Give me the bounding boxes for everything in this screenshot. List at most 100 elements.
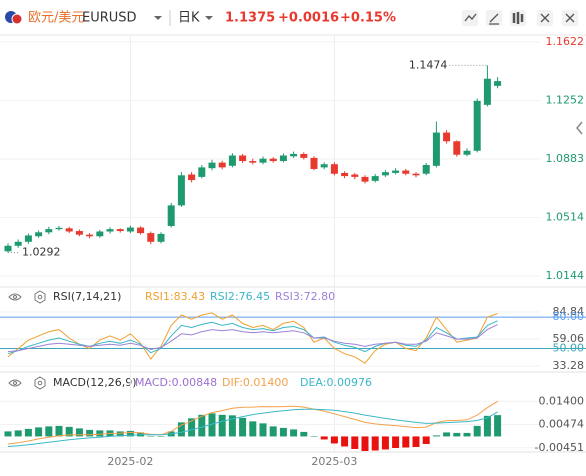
draw-button[interactable] [486, 10, 502, 26]
candle-body [249, 161, 257, 163]
fullscreen-button[interactable] [537, 10, 553, 26]
macd-bar [494, 415, 502, 437]
candle-body [137, 227, 145, 234]
candle-body [239, 155, 247, 162]
candle-body [351, 174, 359, 177]
candle-body [432, 132, 440, 166]
y-tick-label: 33.28 [553, 359, 585, 372]
candle-body [371, 176, 379, 181]
candle-body [443, 132, 451, 142]
macd-bar [443, 432, 451, 437]
header: 欧元/美元 EURUSD 日K 1.1375 +0.0016 +0.15% [5, 10, 578, 26]
y-tick-label: 1.1622 [546, 35, 585, 48]
candle-body [35, 232, 43, 237]
macd-title: MACD(12,26,9) [53, 376, 137, 389]
candle-body [4, 245, 12, 252]
gear-icon[interactable] [34, 376, 46, 390]
macd-bar [228, 415, 236, 437]
flag-us [11, 13, 23, 25]
candle-body [65, 228, 73, 232]
candle-body [167, 205, 175, 226]
macd-bar [75, 428, 83, 437]
high-label: 1.1474 [409, 58, 448, 71]
candle-body [483, 78, 491, 105]
macd-bar [463, 432, 471, 437]
macd-bar [279, 427, 287, 437]
macd-bar [249, 421, 257, 437]
collapse-arrow[interactable] [576, 121, 583, 135]
eye-icon[interactable] [8, 379, 22, 387]
legend-entry: DEA:0.00976 [300, 376, 372, 389]
macd-bar [330, 436, 338, 444]
candle-body [55, 227, 63, 230]
macd-bar [300, 431, 308, 437]
rsi-header: RSI(7,14,21) [8, 290, 121, 304]
macd-bar [412, 436, 420, 447]
macd-bar [483, 415, 491, 437]
macd-bar [218, 414, 226, 437]
pair-name[interactable]: 欧元/美元 [28, 11, 84, 26]
price-change-pct: +0.15% [340, 11, 396, 26]
x-tick-label: 2025-03 [311, 455, 357, 468]
macd-bar [45, 426, 53, 437]
candle-body [402, 170, 410, 174]
rsi-line [7, 312, 498, 364]
candle-body [208, 162, 216, 169]
candle-body [126, 227, 134, 232]
x-tick-label: 2025-02 [107, 455, 153, 468]
candle-body [177, 175, 185, 206]
low-label: 1.0292 [22, 246, 61, 259]
macd-bar [290, 429, 298, 437]
legend-entry: RSI1:83.43 [145, 290, 205, 303]
macd-bar [269, 426, 277, 437]
candle-body [422, 165, 430, 174]
macd-bar [177, 422, 185, 437]
legend-entry: MACD:0.00848 [135, 376, 217, 389]
macd-bar [341, 436, 349, 447]
candle-body [14, 241, 22, 246]
candle-style-button[interactable] [510, 10, 526, 26]
macd-bar [198, 414, 206, 437]
candle-body [279, 155, 287, 162]
candle-body [147, 233, 155, 242]
legend-entry: DIF:0.01400 [222, 376, 288, 389]
dropdown-arrow[interactable] [154, 16, 162, 20]
macd-bar [86, 429, 94, 437]
indicator-button[interactable] [462, 10, 478, 26]
rsi-line [7, 324, 498, 353]
candle-body [341, 172, 349, 177]
macd-bar [371, 436, 379, 451]
eye-icon[interactable] [8, 293, 22, 301]
gear-icon[interactable] [34, 290, 46, 304]
y-tick-label: 0.00474 [539, 418, 585, 431]
macd-bar [422, 436, 430, 444]
level-label: 50.00 [553, 341, 585, 354]
macd-bar [402, 436, 410, 448]
macd-bar [432, 435, 440, 437]
y-tick-label: 1.0883 [546, 152, 585, 165]
macd-bar [157, 436, 165, 437]
macd-header: MACD(12,26,9) [8, 376, 137, 390]
candle-body [198, 167, 206, 177]
y-tick-label: 0.01400 [539, 394, 585, 407]
candle-body [361, 176, 369, 182]
macd-bar [320, 436, 328, 440]
candle-body [453, 141, 461, 155]
settings-button[interactable] [562, 10, 578, 26]
candle-body [24, 235, 32, 242]
macd-bar [14, 430, 22, 437]
period[interactable]: 日K [178, 11, 200, 26]
macd-bar [351, 436, 359, 449]
candle-body [290, 153, 298, 157]
macd-bar [310, 436, 318, 437]
macd-bar [208, 413, 216, 437]
macd-bar [116, 431, 124, 437]
dropdown-arrow[interactable] [205, 16, 213, 20]
y-tick-label: 1.0144 [546, 269, 585, 282]
last-price: 1.1375 [225, 11, 275, 26]
symbol[interactable]: EURUSD [82, 11, 137, 26]
y-tick-label: 59.06 [553, 332, 585, 345]
price-change: +0.0016 [278, 11, 339, 26]
candle-body [116, 229, 124, 232]
